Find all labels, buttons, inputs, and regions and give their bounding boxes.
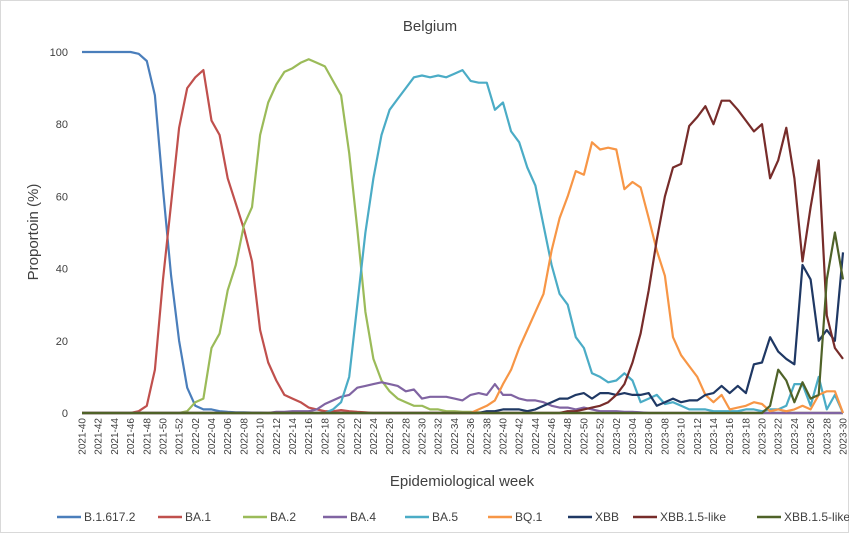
x-tick-label: 2022-10 xyxy=(256,418,267,455)
x-tick-label: 2023-20 xyxy=(758,418,769,455)
series-line xyxy=(82,231,845,415)
x-tick-label: 2023-28 xyxy=(822,418,833,455)
x-tick-label: 2023-02 xyxy=(612,418,623,455)
x-tick-label: 2022-06 xyxy=(223,418,234,455)
x-tick-label: 2022-52 xyxy=(596,418,607,455)
x-tick-label: 2021-42 xyxy=(94,418,105,455)
x-tick-label: 2022-02 xyxy=(191,418,202,455)
x-tick-label: 2023-22 xyxy=(774,418,785,455)
legend-label: XBB xyxy=(595,510,619,524)
x-tick-label: 2022-26 xyxy=(385,418,396,455)
x-tick-label: 2023-04 xyxy=(628,418,639,455)
x-tick-label: 2022-38 xyxy=(482,418,493,455)
x-tick-label: 2022-30 xyxy=(418,418,429,455)
y-tick-label: 80 xyxy=(56,119,68,131)
x-tick-label: 2022-16 xyxy=(304,418,315,455)
y-tick-label: 0 xyxy=(62,408,68,420)
x-tick-label: 2021-40 xyxy=(78,418,89,455)
x-tick-label: 2021-50 xyxy=(158,418,169,455)
legend-label: BA.2 xyxy=(270,510,296,524)
x-tick-label: 2022-14 xyxy=(288,418,299,455)
y-tick-label: 60 xyxy=(56,191,68,203)
chart-title: Belgium xyxy=(403,18,457,35)
x-tick-label: 2022-08 xyxy=(239,418,250,455)
x-tick-label: 2022-50 xyxy=(579,418,590,455)
legend-label: BQ.1 xyxy=(515,510,543,524)
x-tick-label: 2021-52 xyxy=(175,418,186,455)
x-tick-label: 2022-40 xyxy=(498,418,509,455)
x-tick-label: 2022-34 xyxy=(450,418,461,455)
x-tick-label: 2022-46 xyxy=(547,418,558,455)
x-tick-label: 2023-24 xyxy=(790,418,801,455)
y-tick-label: 40 xyxy=(56,264,68,276)
x-tick-label: 2023-08 xyxy=(660,418,671,455)
legend-label: BA.4 xyxy=(350,510,376,524)
legend-label: BA.5 xyxy=(432,510,458,524)
x-tick-label: 2023-06 xyxy=(644,418,655,455)
x-tick-label: 2021-46 xyxy=(126,418,137,455)
x-tick-label: 2022-36 xyxy=(466,418,477,455)
x-tick-label: 2022-20 xyxy=(337,418,348,455)
x-tick-label: 2022-32 xyxy=(434,418,445,455)
legend-label: XBB.1.5-like+F456L xyxy=(784,510,849,524)
y-axis-label: Proportoin (%) xyxy=(25,184,42,281)
x-tick-label: 2022-22 xyxy=(353,418,364,455)
x-tick-label: 2023-26 xyxy=(806,418,817,455)
y-tick-label: 20 xyxy=(56,336,68,348)
x-tick-label: 2022-28 xyxy=(401,418,412,455)
x-tick-label: 2022-42 xyxy=(515,418,526,455)
x-tick-label: 2023-14 xyxy=(709,418,720,455)
legend-label: BA.1 xyxy=(185,510,211,524)
x-tick-label: 2022-12 xyxy=(272,418,283,455)
x-axis-label: Epidemiological week xyxy=(390,473,535,490)
x-tick-label: 2023-12 xyxy=(693,418,704,455)
y-tick-label: 100 xyxy=(50,47,68,59)
x-tick-label: 2023-30 xyxy=(839,418,849,455)
legend-label: XBB.1.5-like xyxy=(660,510,726,524)
x-tick-label: 2023-18 xyxy=(741,418,752,455)
x-tick-label: 2022-48 xyxy=(563,418,574,455)
legend-label: B.1.617.2 xyxy=(84,510,136,524)
x-tick-label: 2022-04 xyxy=(207,418,218,455)
x-tick-label: 2021-48 xyxy=(142,418,153,455)
x-tick-label: 2021-44 xyxy=(110,418,121,455)
x-tick-label: 2022-18 xyxy=(320,418,331,455)
x-tick-label: 2022-44 xyxy=(531,418,542,455)
x-tick-label: 2023-10 xyxy=(677,418,688,455)
x-tick-label: 2023-16 xyxy=(725,418,736,455)
x-tick-label: 2022-24 xyxy=(369,418,380,455)
